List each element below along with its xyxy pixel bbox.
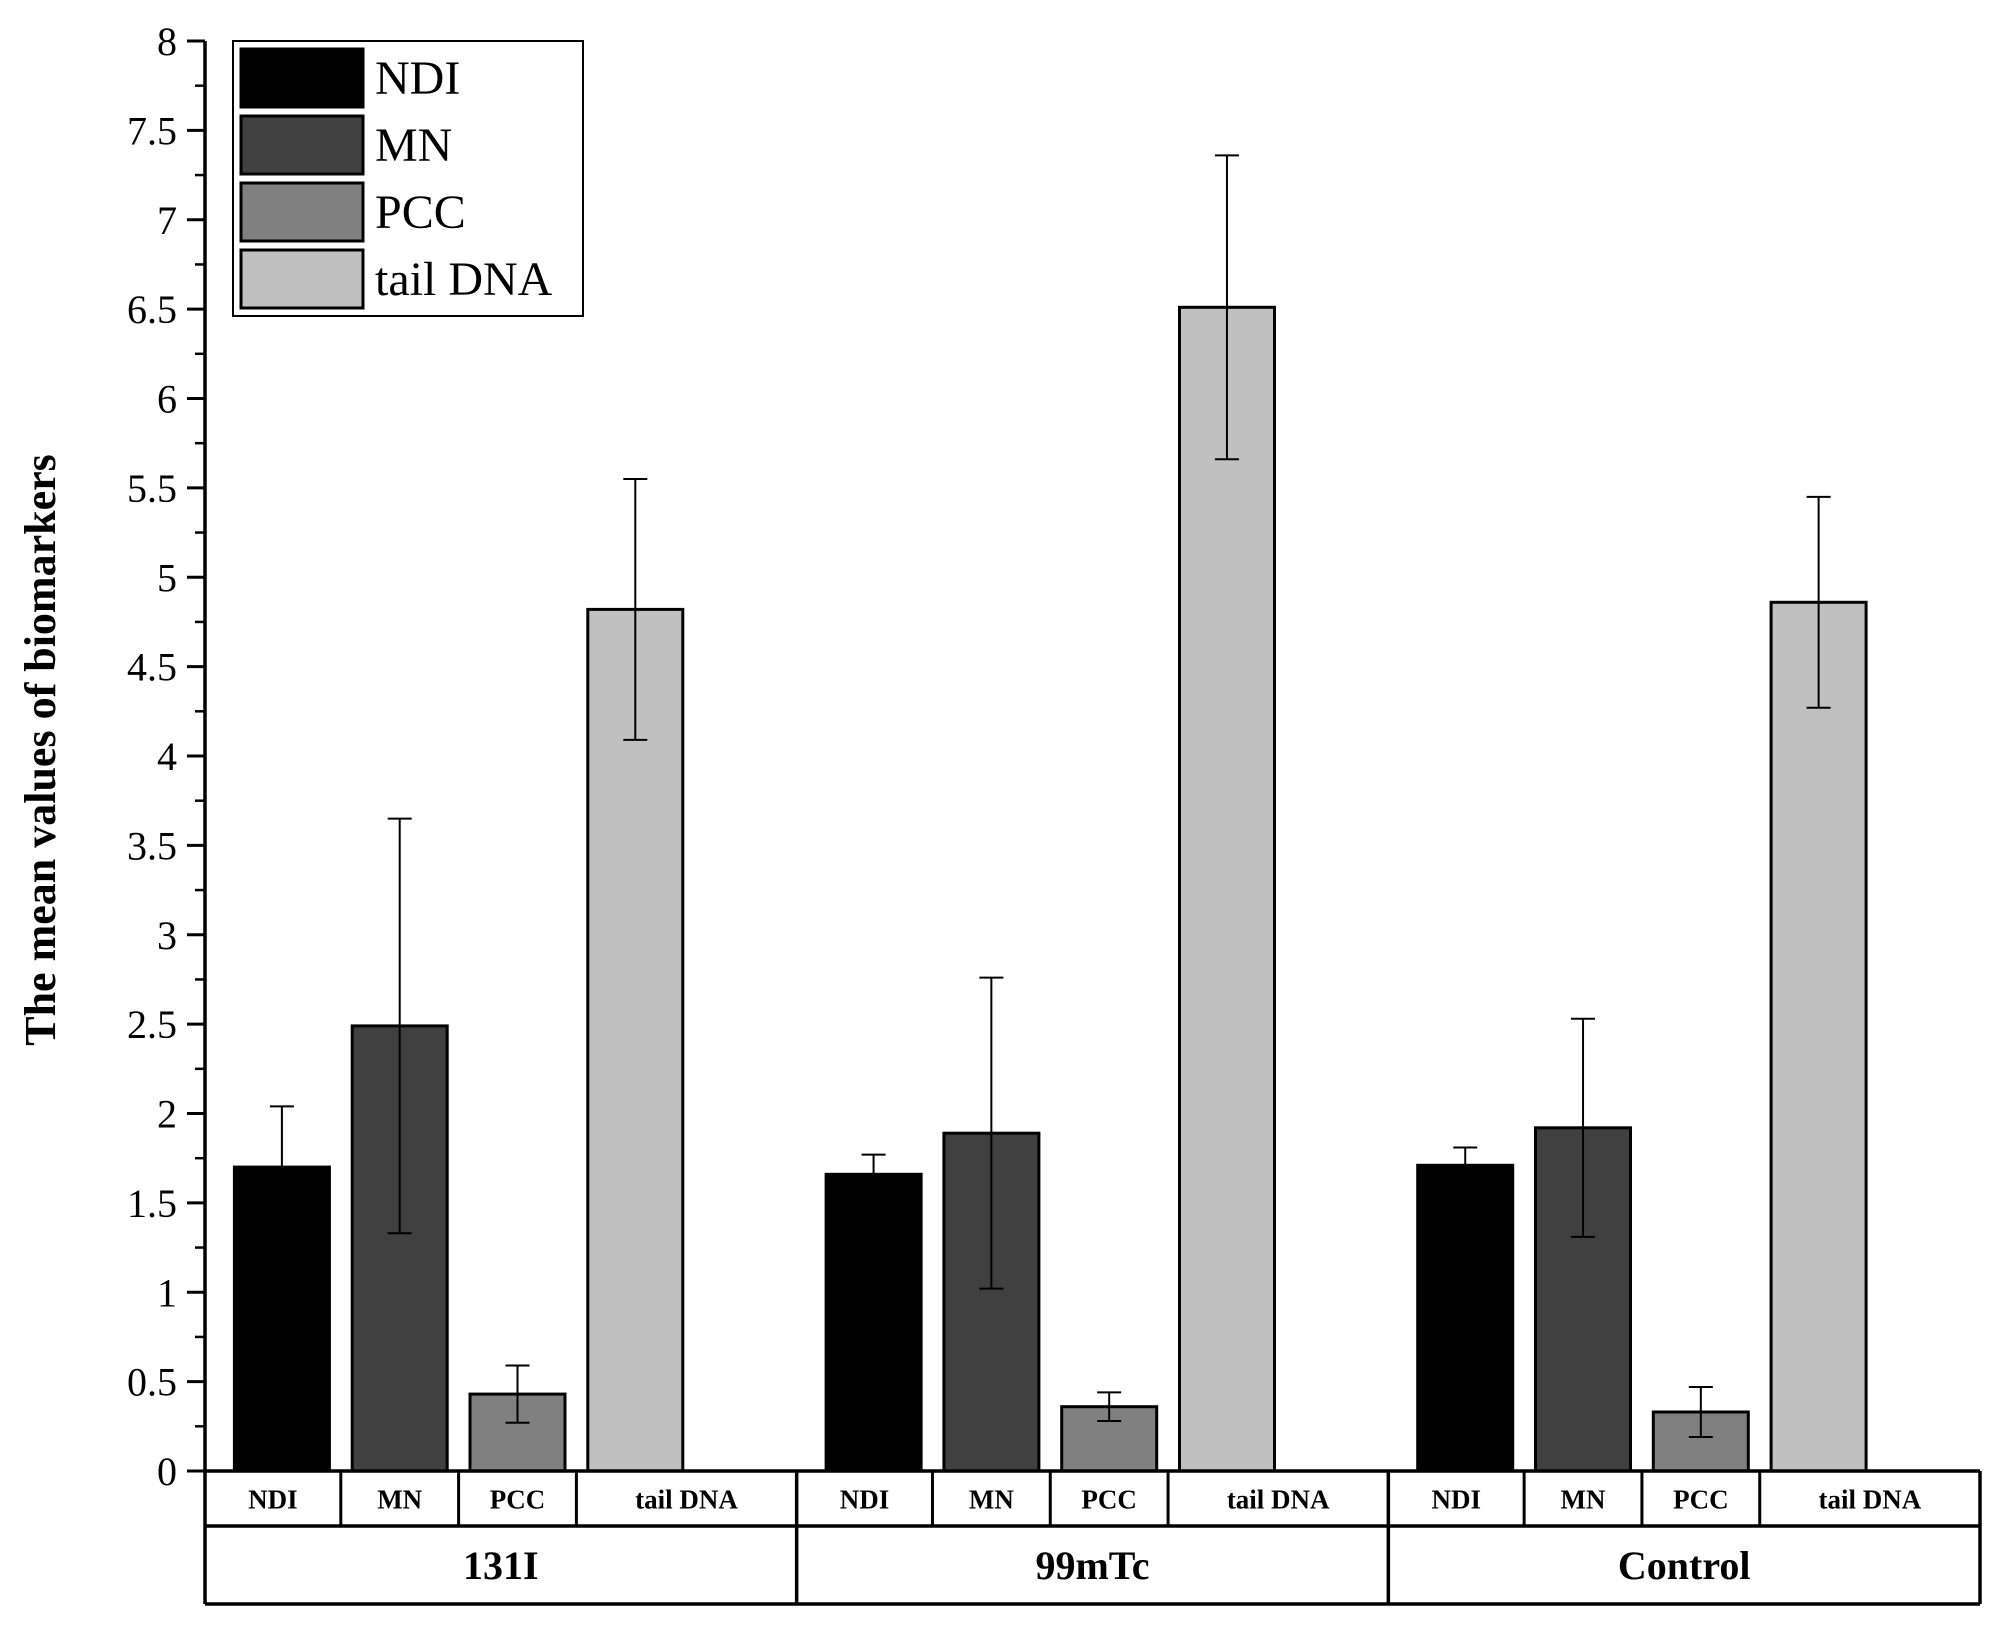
x-category-label: NDI bbox=[840, 1485, 890, 1515]
legend-swatch-PCC bbox=[239, 181, 365, 243]
y-tick-label: 1.5 bbox=[127, 1181, 177, 1226]
y-tick-label: 2.5 bbox=[127, 1002, 177, 1047]
x-group-label: 131I bbox=[463, 1543, 539, 1588]
y-tick-label: 7 bbox=[157, 198, 177, 243]
legend-swatch-tail DNA bbox=[239, 248, 365, 310]
legend-label: tail DNA bbox=[375, 253, 553, 306]
x-category-label: tail DNA bbox=[635, 1485, 738, 1515]
bars-layer bbox=[232, 154, 1868, 1473]
x-category-label: MN bbox=[377, 1485, 422, 1515]
y-tick-label: 6 bbox=[157, 377, 177, 422]
x-category-label: PCC bbox=[1081, 1485, 1137, 1515]
legend-label: MN bbox=[375, 119, 452, 172]
legend-label: NDI bbox=[375, 52, 460, 105]
y-tick-label: 3 bbox=[157, 913, 177, 958]
x-category-label: PCC bbox=[1673, 1485, 1729, 1515]
bar-99mTc-NDI bbox=[824, 1172, 923, 1473]
x-group-label: 99mTc bbox=[1035, 1543, 1149, 1588]
y-tick-label: 0.5 bbox=[127, 1360, 177, 1405]
y-tick-label: 0 bbox=[157, 1449, 177, 1494]
y-axis: 0 0.5 1 1.5 2 2.5 3 3.5 4 4.5 5 5.5 6 6.5 7 7.5 8 bbox=[127, 19, 207, 1494]
y-tick-label: 2 bbox=[157, 1092, 177, 1137]
x-category-label: tail DNA bbox=[1818, 1485, 1921, 1515]
x-category-label: NDI bbox=[248, 1485, 298, 1515]
y-tick-label: 7.5 bbox=[127, 108, 177, 153]
legend-label: PCC bbox=[375, 186, 466, 239]
x-category-label: MN bbox=[1561, 1485, 1606, 1515]
x-category-label: PCC bbox=[490, 1485, 546, 1515]
bar-99mTc-tail DNA bbox=[1178, 305, 1276, 1473]
x-axis-table: NDI MN PCC tail DNA 131I NDI MN PCC tail DNA 99mT… bbox=[203, 1469, 1982, 1606]
y-tick-label: 5.5 bbox=[127, 466, 177, 511]
bar-Control-NDI bbox=[1416, 1163, 1515, 1473]
y-tick-label: 4.5 bbox=[127, 645, 177, 690]
y-tick-label: 6.5 bbox=[127, 287, 177, 332]
y-tick-label: 1 bbox=[157, 1270, 177, 1315]
y-tick-label: 4 bbox=[157, 734, 177, 779]
legend: NDI MN PCC tail DNA bbox=[232, 40, 584, 317]
x-category-label: MN bbox=[969, 1485, 1014, 1515]
x-category-label: NDI bbox=[1431, 1485, 1481, 1515]
y-tick-label: 3.5 bbox=[127, 823, 177, 868]
x-category-label: tail DNA bbox=[1227, 1485, 1330, 1515]
legend-swatch-MN bbox=[239, 114, 365, 176]
y-tick-label: 5 bbox=[157, 555, 177, 600]
y-tick-label: 8 bbox=[157, 19, 177, 64]
y-axis-label: The mean values of biomarkers bbox=[16, 454, 65, 1046]
bar-Control-tail DNA bbox=[1769, 600, 1868, 1473]
bar-131I-tail DNA bbox=[586, 607, 685, 1473]
x-group-label: Control bbox=[1618, 1543, 1751, 1588]
legend-swatch-NDI bbox=[239, 47, 365, 109]
